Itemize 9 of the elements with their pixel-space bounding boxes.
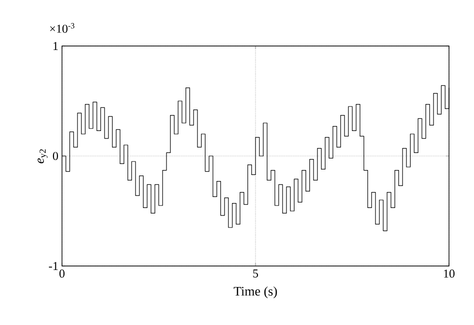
y-tick-label: -1 <box>48 262 58 270</box>
text: ×10$^{-3}$ <box>50 23 74 33</box>
x-tick-label: 0 <box>59 270 65 278</box>
x-tick-label: 10 <box>444 270 455 278</box>
x-tick-label: 5 <box>253 270 258 278</box>
y-tick-label: 1 <box>54 42 58 50</box>
x-axis-title: Time (s) <box>234 286 277 298</box>
y-tick-label: 0 <box>52 152 58 160</box>
y-axis-title: e$_{y2}$ <box>38 149 48 164</box>
